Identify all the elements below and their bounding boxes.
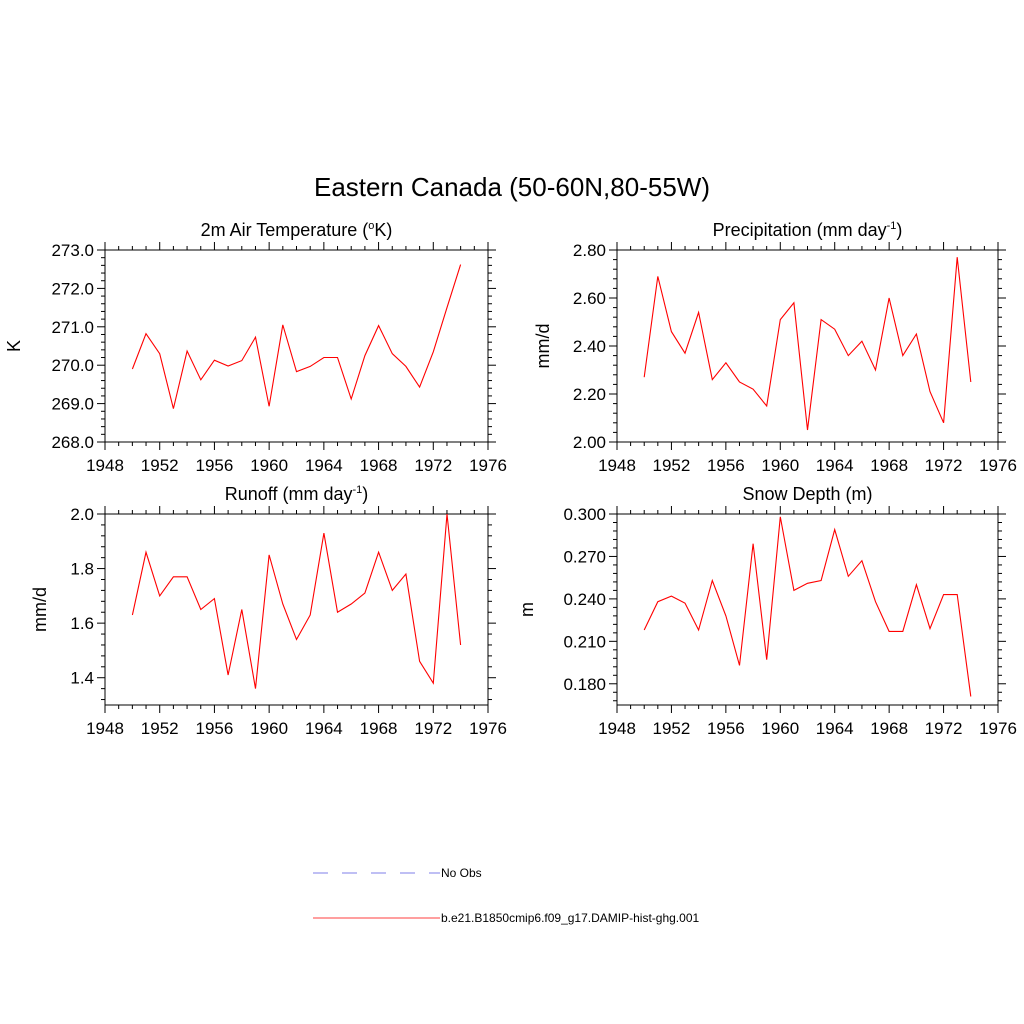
series-line-top-right [643,257,972,431]
x-tick-label: 1972 [925,456,963,475]
panel-title: 2m Air Temperature (oK) [201,220,393,240]
y-tick-label: 269.0 [51,395,94,414]
y-tick-label: 0.300 [563,505,606,524]
x-tick-label: 1976 [469,456,507,475]
y-axis-label: mm/d [533,324,553,369]
legend-label-model-run: b.e21.B1850cmip6.f09_g17.DAMIP-hist-ghg.… [441,911,699,925]
panel-bottom-right: Snow Depth (m) m 1948 1952 1956 1960 1964 1968 1… [517,484,1017,738]
panel-title: Runoff (mm day-1) [225,484,369,504]
panel-top-right: Precipitation (mm day-1) mm/d 1948 1952 1956… [533,220,1017,475]
series-line-top-left [131,264,462,409]
x-tick-label: 1952 [653,719,691,738]
y-tick-label: 271.0 [51,318,94,337]
x-tick-label: 1964 [816,456,854,475]
series-line-bottom-left [131,513,462,689]
y-tick-label: 0.210 [563,632,606,651]
x-tick-label: 1952 [141,719,179,738]
y-tick-label: 2.80 [573,241,606,260]
x-tick-label: 1952 [653,456,691,475]
chart-legend: No Obs b.e21.B1850cmip6.f09_g17.DAMIP-hi… [313,866,699,925]
y-axis-label: mm/d [30,587,50,632]
x-tick-label: 1976 [979,719,1017,738]
x-tick-label: 1956 [707,456,745,475]
x-tick-label: 1972 [414,456,452,475]
x-tick-label: 1948 [86,456,124,475]
panel-title: Precipitation (mm day-1) [713,220,903,240]
x-tick-label: 1960 [761,719,799,738]
y-tick-label: 2.00 [573,433,606,452]
y-tick-label: 0.270 [563,547,606,566]
x-tick-label: 1964 [305,456,343,475]
y-tick-label: 0.180 [563,675,606,694]
y-tick-label: 1.8 [70,560,94,579]
series-line-bottom-right [643,516,972,697]
panel-top-left: 2m Air Temperature (oK) K 1948 1952 1956 1960… [4,220,507,475]
x-tick-label: 1960 [250,456,288,475]
y-tick-label: 272.0 [51,279,94,298]
y-tick-label: 273.0 [51,241,94,260]
x-tick-label: 1976 [979,456,1017,475]
y-axis-label: m [517,602,537,617]
y-tick-label: 2.20 [573,385,606,404]
y-tick-label: 1.6 [70,614,94,633]
x-tick-label: 1972 [925,719,963,738]
x-tick-label: 1968 [870,456,908,475]
y-tick-label: 270.0 [51,356,94,375]
legend-label-no-obs: No Obs [441,866,482,880]
plot-frame [616,249,999,443]
x-tick-label: 1956 [196,456,234,475]
x-tick-label: 1972 [414,719,452,738]
y-axis-label: K [4,340,24,352]
x-tick-label: 1948 [598,719,636,738]
plot-frame [104,513,489,706]
x-tick-label: 1960 [761,456,799,475]
x-tick-label: 1968 [360,456,398,475]
x-tick-label: 1964 [816,719,854,738]
y-tick-label: 2.0 [70,505,94,524]
x-tick-label: 1956 [707,719,745,738]
y-tick-label: 2.60 [573,289,606,308]
x-tick-label: 1952 [141,456,179,475]
panel-bottom-left: Runoff (mm day-1) mm/d 1948 1952 1956 1960 196… [30,484,507,738]
y-tick-label: 1.4 [70,669,94,688]
x-tick-label: 1976 [469,719,507,738]
figure-title: Eastern Canada (50-60N,80-55W) [314,172,710,202]
chart-panels: 2m Air Temperature (oK) K 1948 1952 1956 1960… [4,220,1017,738]
x-tick-label: 1948 [598,456,636,475]
panel-title: Snow Depth (m) [742,484,872,504]
y-tick-label: 0.240 [563,590,606,609]
y-tick-label: 268.0 [51,433,94,452]
y-tick-label: 2.40 [573,337,606,356]
x-tick-label: 1956 [196,719,234,738]
x-tick-label: 1948 [86,719,124,738]
x-tick-label: 1960 [250,719,288,738]
x-tick-label: 1968 [870,719,908,738]
x-tick-label: 1968 [360,719,398,738]
plot-frame [616,513,999,706]
plot-frame [104,249,489,443]
x-tick-label: 1964 [305,719,343,738]
